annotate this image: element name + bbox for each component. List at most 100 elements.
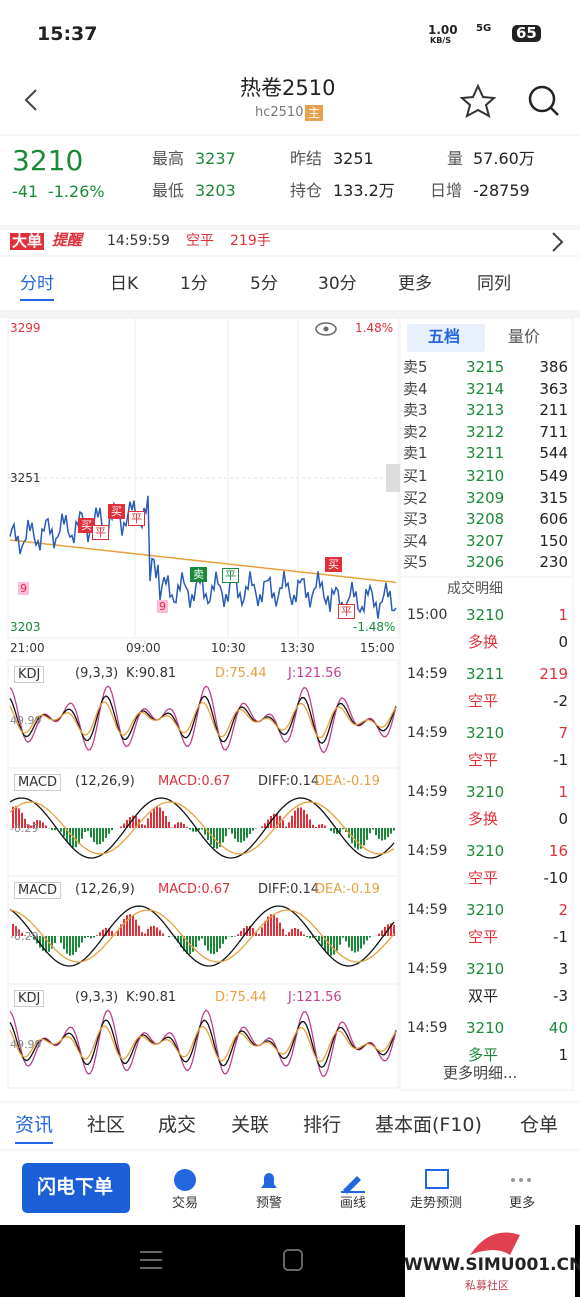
y-label: 3203: [10, 620, 41, 634]
macd-bar: [321, 936, 323, 947]
action-item[interactable]: 画线: [340, 1196, 367, 1211]
book-volume: 363: [539, 379, 568, 398]
macd-bar: [45, 825, 47, 828]
action-item[interactable]: 交易: [172, 1196, 199, 1211]
macd-bar: [333, 828, 335, 834]
macd-bar: [270, 914, 272, 936]
macd-bar: [201, 828, 203, 830]
stat-value: 3237: [195, 149, 236, 168]
trade-time: 14:59: [407, 961, 448, 977]
trade-volume: 3: [558, 960, 568, 978]
trade-time: 14:59: [407, 1020, 448, 1036]
watermark-url: WWW.SIMU001.CN: [404, 1255, 580, 1275]
indicator-name: MACD: [14, 882, 61, 899]
macd-bar: [321, 824, 323, 828]
action-item[interactable]: 更多: [509, 1196, 536, 1211]
macd-bar: [210, 936, 212, 954]
book-tab[interactable]: 五档: [428, 327, 461, 346]
macd-bar: [390, 828, 392, 834]
trade-type: 空平: [468, 928, 499, 946]
macd-bar: [354, 936, 356, 953]
stat-label: 最低: [152, 181, 185, 200]
indicator-params: (12,26,9): [75, 882, 135, 897]
bottom-tab[interactable]: 仓单: [520, 1114, 559, 1136]
trade-type: 空平: [468, 692, 499, 710]
macd-bar: [291, 928, 293, 936]
macd-bar: [141, 824, 143, 828]
macd-bar: [216, 828, 218, 849]
macd-bar: [303, 809, 305, 828]
macd-bar: [375, 828, 377, 836]
macd-bar: [378, 933, 380, 936]
trade-volume: 219: [539, 665, 568, 683]
trade-marker: 平: [222, 568, 239, 583]
macd-bar: [135, 816, 137, 828]
book-volume: 386: [539, 358, 568, 376]
stat-label: 量: [447, 149, 464, 168]
period-tab[interactable]: 日K: [110, 274, 139, 294]
trade-price: 3210: [466, 901, 505, 919]
avg-line: [9, 539, 397, 584]
macd-bar: [60, 828, 62, 832]
bottom-tab[interactable]: 关联: [231, 1114, 270, 1136]
bottom-tab[interactable]: 社区: [87, 1114, 126, 1136]
trade-marker: 买: [325, 557, 342, 572]
macd-bar: [54, 936, 56, 944]
macd-bar: [228, 828, 230, 830]
book-price: 3212: [466, 422, 505, 441]
macd-bar: [18, 929, 20, 936]
period-tab[interactable]: 更多: [398, 274, 432, 294]
bottom-tab[interactable]: 排行: [303, 1114, 342, 1136]
trade-time: 14:59: [407, 725, 448, 741]
macd-bar: [174, 824, 176, 828]
macd-bar: [30, 936, 32, 937]
macd-bar: [297, 807, 299, 828]
y-label: 3299: [10, 321, 41, 335]
macd-bar: [255, 932, 257, 936]
period-tab[interactable]: 1分: [180, 274, 208, 294]
book-label: 卖5: [403, 358, 428, 376]
bottom-tab[interactable]: 基本面(F10): [375, 1114, 482, 1136]
trade-volume: 7: [558, 724, 568, 742]
period-tab[interactable]: 同列: [477, 274, 511, 294]
macd-bar: [315, 826, 317, 828]
macd-bar: [309, 936, 311, 939]
y-label: 3251: [10, 471, 41, 485]
change-pct: -1.26%: [48, 182, 105, 201]
indicator-value: D:75.44: [215, 666, 267, 681]
contract-code: hc2510: [255, 105, 304, 120]
book-volume: 606: [539, 510, 568, 529]
macd-bar: [222, 828, 224, 843]
macd-bar: [72, 828, 74, 848]
macd-bar: [66, 828, 68, 842]
x-label: 10:30: [211, 641, 246, 655]
macd-bar: [348, 936, 350, 948]
indicator-name: KDJ: [14, 666, 45, 683]
alert-time: 14:59:59: [107, 233, 170, 249]
indicator-value: MACD:0.67: [158, 882, 231, 897]
macd-bar: [387, 828, 389, 838]
flash-order-button[interactable]: 闪电下单: [37, 1176, 114, 1198]
macd-bar: [126, 820, 128, 828]
action-item[interactable]: 预警: [256, 1196, 283, 1211]
macd-bar: [357, 936, 359, 952]
period-tab[interactable]: 分时: [20, 276, 54, 301]
book-tab[interactable]: 量价: [508, 327, 541, 346]
macd-bar: [240, 828, 242, 843]
period-tab[interactable]: 5分: [250, 274, 278, 294]
bottom-tab[interactable]: 资讯: [15, 1116, 54, 1144]
period-tab[interactable]: 30分: [318, 274, 357, 294]
trade-marker: 买: [78, 518, 95, 533]
trade-type: 双平: [468, 987, 499, 1005]
trade-marker: 买: [108, 504, 125, 519]
bottom-tab[interactable]: 成交: [158, 1114, 197, 1136]
macd-bar: [66, 936, 68, 954]
macd-bar: [336, 936, 338, 951]
macd-bar: [198, 828, 200, 831]
macd-bar: [39, 936, 41, 948]
macd-bar: [219, 936, 221, 949]
alert-action[interactable]: 空平: [186, 233, 214, 249]
action-item[interactable]: 走势预测: [410, 1196, 463, 1211]
macd-bar: [27, 824, 29, 828]
macd-bar: [267, 819, 269, 828]
